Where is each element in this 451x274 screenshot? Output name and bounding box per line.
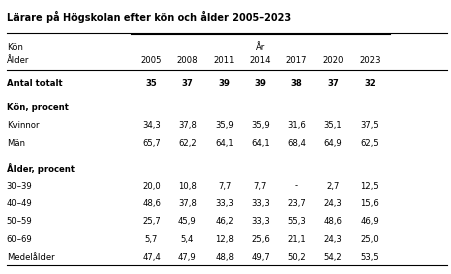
Text: 2023: 2023 <box>359 56 381 65</box>
Text: 37: 37 <box>327 79 339 88</box>
Text: 34,3: 34,3 <box>142 121 161 130</box>
Text: -: - <box>295 182 298 191</box>
Text: 55,3: 55,3 <box>287 217 306 226</box>
Text: 50–59: 50–59 <box>7 217 32 226</box>
Text: 47,4: 47,4 <box>142 253 161 262</box>
Text: 37: 37 <box>181 79 193 88</box>
Text: Kvinnor: Kvinnor <box>7 121 39 130</box>
Text: Ålder: Ålder <box>7 56 29 65</box>
Text: 21,1: 21,1 <box>287 235 306 244</box>
Text: 37,8: 37,8 <box>178 199 197 209</box>
Text: 49,7: 49,7 <box>251 253 270 262</box>
Text: 64,1: 64,1 <box>251 139 270 148</box>
Text: 2,7: 2,7 <box>327 182 340 191</box>
Text: 35: 35 <box>146 79 157 88</box>
Text: År: År <box>256 43 265 52</box>
Text: 2014: 2014 <box>250 56 271 65</box>
Text: 45,9: 45,9 <box>178 217 197 226</box>
Text: 62,5: 62,5 <box>360 139 379 148</box>
Text: 25,7: 25,7 <box>142 217 161 226</box>
Text: Kön: Kön <box>7 43 23 52</box>
Text: 37,5: 37,5 <box>360 121 379 130</box>
Text: 23,7: 23,7 <box>287 199 306 209</box>
Text: Medelålder: Medelålder <box>7 253 55 262</box>
Text: 24,3: 24,3 <box>324 235 342 244</box>
Text: 46,2: 46,2 <box>215 217 234 226</box>
Text: 37,8: 37,8 <box>178 121 197 130</box>
Text: Lärare på Högskolan efter kön och ålder 2005–2023: Lärare på Högskolan efter kön och ålder … <box>7 11 291 23</box>
Text: Män: Män <box>7 139 25 148</box>
Text: 33,3: 33,3 <box>251 199 270 209</box>
Text: 24,3: 24,3 <box>324 199 342 209</box>
Text: 64,9: 64,9 <box>324 139 342 148</box>
Text: 54,2: 54,2 <box>324 253 342 262</box>
Text: 7,7: 7,7 <box>218 182 231 191</box>
Text: 53,5: 53,5 <box>360 253 379 262</box>
Text: Kön, procent: Kön, procent <box>7 104 69 113</box>
Text: 2008: 2008 <box>177 56 198 65</box>
Text: 20,0: 20,0 <box>142 182 161 191</box>
Text: 12,8: 12,8 <box>215 235 234 244</box>
Text: 2020: 2020 <box>322 56 344 65</box>
Text: 40–49: 40–49 <box>7 199 32 209</box>
Text: 64,1: 64,1 <box>215 139 234 148</box>
Text: 48,8: 48,8 <box>215 253 234 262</box>
Text: 35,1: 35,1 <box>324 121 342 130</box>
Text: 48,6: 48,6 <box>142 199 161 209</box>
Text: 62,2: 62,2 <box>178 139 197 148</box>
Text: 5,4: 5,4 <box>181 235 194 244</box>
Text: 65,7: 65,7 <box>142 139 161 148</box>
Text: 15,6: 15,6 <box>360 199 379 209</box>
Text: 50,2: 50,2 <box>287 253 306 262</box>
Text: Antal totalt: Antal totalt <box>7 79 62 88</box>
Text: 46,9: 46,9 <box>360 217 379 226</box>
Text: 2005: 2005 <box>141 56 162 65</box>
Text: 25,0: 25,0 <box>360 235 379 244</box>
Text: 5,7: 5,7 <box>145 235 158 244</box>
Text: 39: 39 <box>254 79 267 88</box>
Text: 31,6: 31,6 <box>287 121 306 130</box>
Text: 10,8: 10,8 <box>178 182 197 191</box>
Text: 7,7: 7,7 <box>254 182 267 191</box>
Text: 60–69: 60–69 <box>7 235 32 244</box>
Text: 25,6: 25,6 <box>251 235 270 244</box>
Text: 48,6: 48,6 <box>324 217 342 226</box>
Text: 39: 39 <box>219 79 230 88</box>
Text: Ålder, procent: Ålder, procent <box>7 163 75 174</box>
Text: 32: 32 <box>364 79 376 88</box>
Text: 33,3: 33,3 <box>215 199 234 209</box>
Text: 38: 38 <box>290 79 302 88</box>
Text: 30–39: 30–39 <box>7 182 32 191</box>
Text: 2017: 2017 <box>285 56 307 65</box>
Text: 47,9: 47,9 <box>178 253 197 262</box>
Text: 35,9: 35,9 <box>251 121 270 130</box>
Text: 68,4: 68,4 <box>287 139 306 148</box>
Text: 33,3: 33,3 <box>251 217 270 226</box>
Text: 12,5: 12,5 <box>360 182 379 191</box>
Text: 2011: 2011 <box>214 56 235 65</box>
Text: 35,9: 35,9 <box>215 121 234 130</box>
